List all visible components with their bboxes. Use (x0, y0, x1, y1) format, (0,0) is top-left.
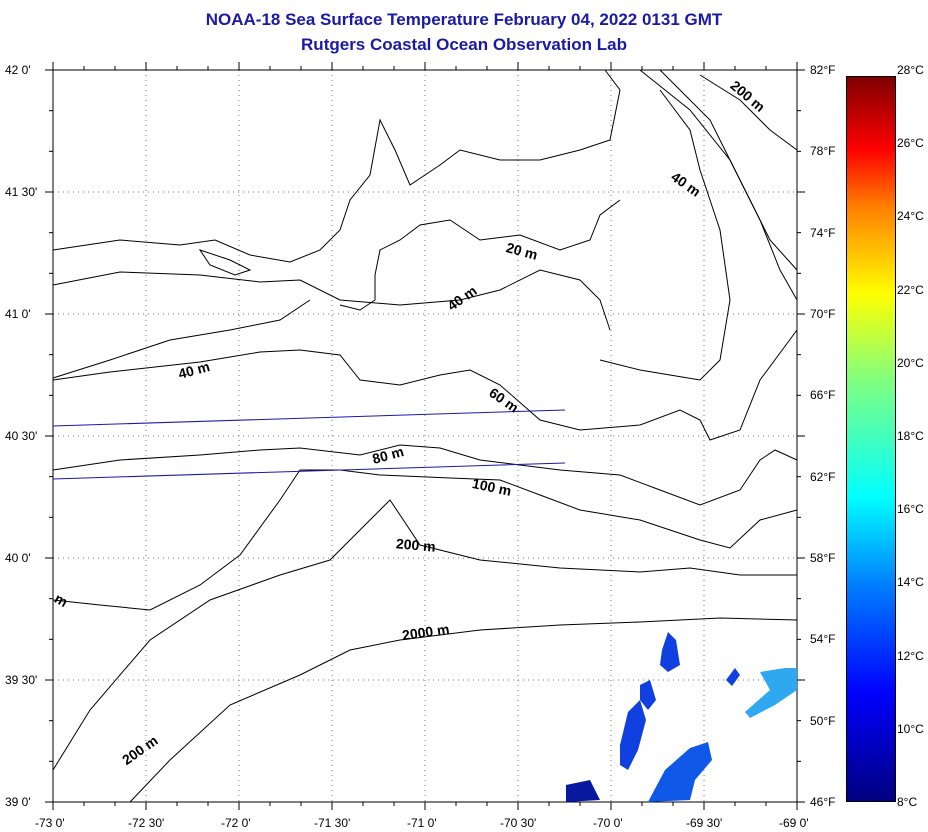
fahrenheit-label: 70°F (810, 307, 836, 321)
fahrenheit-label: 82°F (810, 63, 836, 77)
celsius-label: 20°C (897, 355, 924, 370)
longitude-label: -72 30' (128, 816, 165, 830)
coastline (52, 69, 731, 381)
sst-patches (566, 632, 797, 802)
longitude-label: -71 30' (314, 816, 351, 830)
longitude-label: -72 0' (221, 816, 251, 830)
longitude-label: -70 30' (500, 816, 537, 830)
latitude-label: 41 0' (5, 307, 31, 321)
axis-ticks (45, 62, 805, 810)
map-subtitle: Rutgers Coastal Ocean Observation Lab (301, 35, 627, 54)
map-title: NOAA-18 Sea Surface Temperature February… (205, 10, 723, 29)
fahrenheit-label: 78°F (810, 144, 836, 159)
celsius-label: 22°C (897, 282, 924, 297)
latitude-label: 40 0' (5, 551, 31, 565)
fahrenheit-label: 46°F (810, 795, 836, 809)
colorbar (846, 76, 896, 802)
celsius-label: 8°C (897, 795, 918, 809)
map-frame (52, 69, 798, 803)
celsius-label: 26°C (897, 136, 924, 151)
graticule (53, 70, 797, 802)
fahrenheit-label: 50°F (810, 713, 836, 728)
longitude-label: -69 0' (779, 816, 809, 830)
longitude-label: -71 0' (407, 816, 437, 830)
isobaths (52, 69, 798, 803)
longitude-label: -70 0' (593, 816, 623, 830)
fahrenheit-label: 62°F (810, 469, 836, 484)
latitude-label: 39 30' (5, 673, 38, 687)
latitude-label: 41 30' (5, 185, 38, 199)
latitude-label: 42 0' (5, 63, 31, 77)
longitude-label: -69 30' (686, 816, 723, 830)
celsius-label: 12°C (897, 648, 924, 663)
latitude-label: 40 30' (5, 429, 38, 443)
fahrenheit-label: 66°F (810, 388, 836, 403)
contour-label: 200 m (395, 535, 437, 555)
latitude-label: 39 0' (5, 795, 31, 809)
celsius-label: 10°C (897, 721, 924, 736)
satellite-tracks (52, 409, 566, 480)
celsius-label: 18°C (897, 429, 924, 443)
longitude-label: -73 0' (35, 816, 65, 830)
celsius-label: 14°C (897, 575, 924, 590)
celsius-label: 16°C (897, 502, 924, 517)
fahrenheit-label: 58°F (810, 551, 836, 565)
celsius-label: 28°C (897, 63, 924, 77)
celsius-label: 24°C (897, 209, 924, 224)
fahrenheit-label: 74°F (810, 225, 836, 240)
fahrenheit-label: 54°F (810, 632, 836, 647)
